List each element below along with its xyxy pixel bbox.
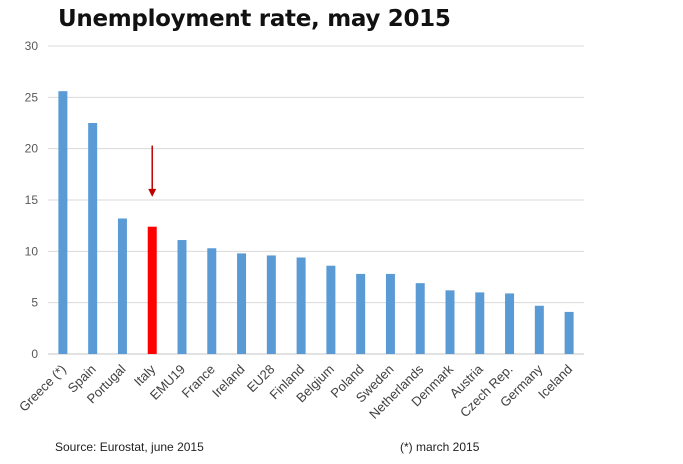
- bar-italy: [147, 226, 157, 354]
- chart-title: Unemployment rate, may 2015: [58, 6, 451, 32]
- footnote: (*) march 2015: [400, 440, 480, 454]
- bar-ireland: [237, 253, 247, 354]
- y-tick-label: 30: [25, 39, 39, 53]
- bar-austria: [475, 292, 485, 354]
- bar-finland: [296, 257, 306, 354]
- bars: [58, 91, 574, 354]
- bar-sweden: [385, 273, 395, 354]
- x-tick-label: Ireland: [209, 362, 248, 401]
- down-arrow-icon: [148, 188, 157, 197]
- annotations: [148, 145, 157, 197]
- bar-greece: [58, 91, 68, 354]
- source-note: Source: Eurostat, june 2015: [55, 440, 204, 454]
- bar-czech-rep: [505, 293, 515, 354]
- y-tick-label: 5: [31, 296, 38, 310]
- x-tick-label: France: [179, 362, 218, 401]
- bar-germany: [534, 305, 544, 354]
- bar-france: [207, 248, 217, 354]
- bar-iceland: [564, 311, 574, 354]
- bar-netherlands: [415, 283, 425, 354]
- bar-denmark: [445, 290, 455, 354]
- y-tick-label: 0: [31, 347, 38, 361]
- bar-portugal: [117, 218, 127, 354]
- y-axis-ticks: 0 5 10 15 20 25 30: [25, 39, 39, 361]
- bar-emu19: [177, 240, 187, 354]
- y-tick-label: 20: [25, 142, 39, 156]
- x-tick-label: Iceland: [535, 362, 575, 402]
- bar-spain: [88, 123, 98, 354]
- y-tick-label: 15: [25, 193, 39, 207]
- bar-eu28: [266, 255, 276, 354]
- gridlines: [48, 45, 584, 355]
- bar-poland: [356, 273, 366, 354]
- y-tick-label: 10: [25, 244, 39, 258]
- x-tick-label: Greece (*): [16, 362, 69, 415]
- bar-belgium: [326, 265, 336, 354]
- y-tick-label: 25: [25, 90, 39, 104]
